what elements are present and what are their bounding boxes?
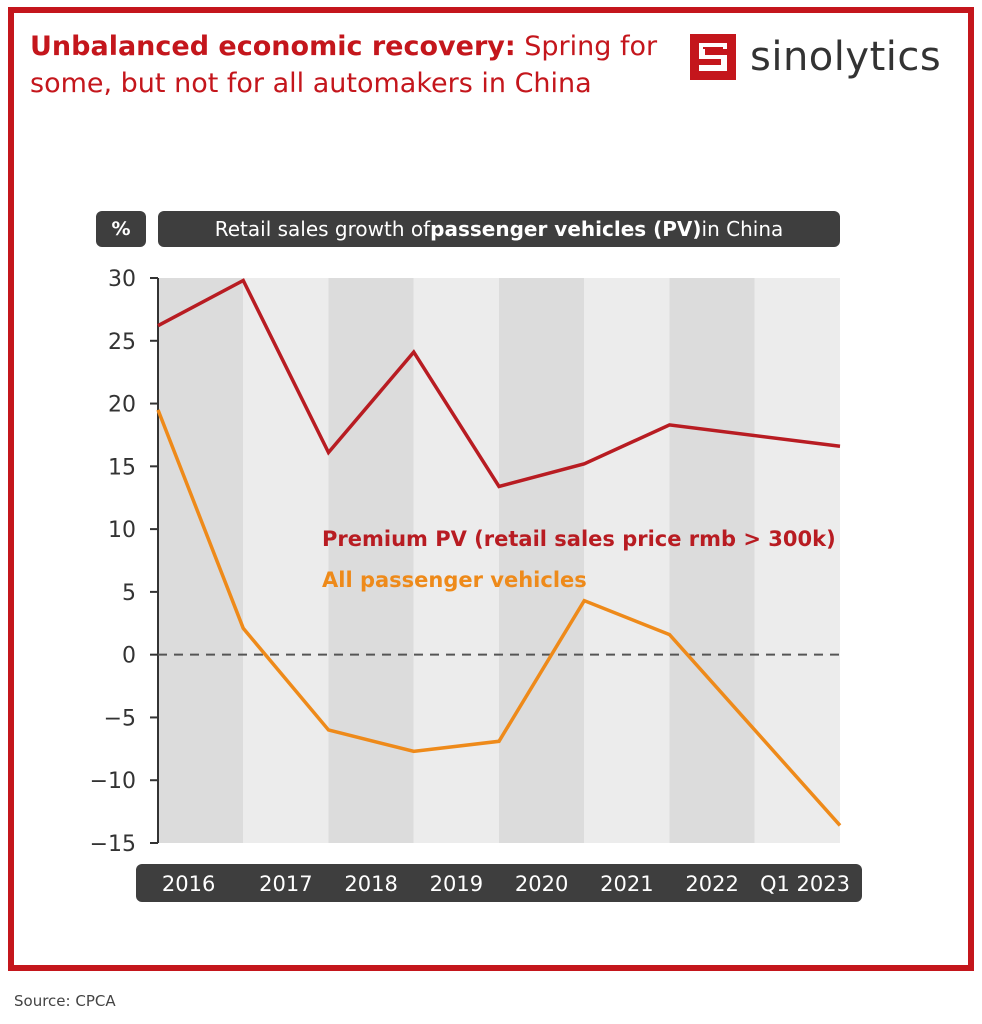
x-tick-label: 2022 xyxy=(685,872,738,896)
page-title: Unbalanced economic recovery: Spring for… xyxy=(30,28,670,102)
column-band xyxy=(243,278,329,843)
x-tick-label: Q1 2023 xyxy=(760,872,850,896)
column-band xyxy=(669,278,755,843)
x-tick-label: 2018 xyxy=(344,872,397,896)
brand-logo: sinolytics xyxy=(690,32,941,82)
chart-title: Retail sales growth of passenger vehicle… xyxy=(158,211,840,247)
y-tick-label: 5 xyxy=(122,581,136,606)
chart-title-post: in China xyxy=(701,217,784,241)
x-tick-label: 2020 xyxy=(515,872,568,896)
logo-text: sinolytics xyxy=(750,34,942,80)
column-band xyxy=(413,278,499,843)
unit-label: % xyxy=(96,211,146,247)
series-line-premium xyxy=(157,278,841,489)
x-tick-label: 2021 xyxy=(600,872,653,896)
column-band xyxy=(499,278,585,843)
y-tick-label: 10 xyxy=(108,518,136,543)
x-axis-bar xyxy=(136,864,862,902)
x-tick-label: 2017 xyxy=(259,872,312,896)
y-tick-label: 0 xyxy=(122,644,136,669)
y-tick-label: 25 xyxy=(108,330,136,355)
y-tick-label: −10 xyxy=(90,769,136,794)
chart-title-pre: Retail sales growth of xyxy=(214,217,431,241)
column-band xyxy=(754,278,840,843)
y-tick-label: 20 xyxy=(108,393,136,418)
title-bold: Unbalanced economic recovery: xyxy=(30,31,516,62)
sinolytics-logo-icon xyxy=(690,34,736,80)
title-rest: Spring for some, but not for all automak… xyxy=(30,31,658,99)
y-tick-label: 15 xyxy=(108,455,136,480)
y-tick-label: −15 xyxy=(90,832,136,857)
legend-entry: All passenger vehicles xyxy=(322,568,587,592)
source-note: Source: CPCA xyxy=(14,992,116,1010)
column-band xyxy=(328,278,414,843)
column-band xyxy=(158,278,244,843)
x-tick-label: 2016 xyxy=(162,872,215,896)
y-tick-label: −5 xyxy=(104,706,136,731)
x-tick-label: 2019 xyxy=(430,872,483,896)
y-tick-label: 30 xyxy=(108,267,136,292)
series-line-all xyxy=(156,409,842,827)
chart-title-bold: passenger vehicles (PV) xyxy=(430,217,702,241)
legend-entry: Premium PV (retail sales price rmb > 300… xyxy=(322,527,836,551)
column-band xyxy=(584,278,670,843)
